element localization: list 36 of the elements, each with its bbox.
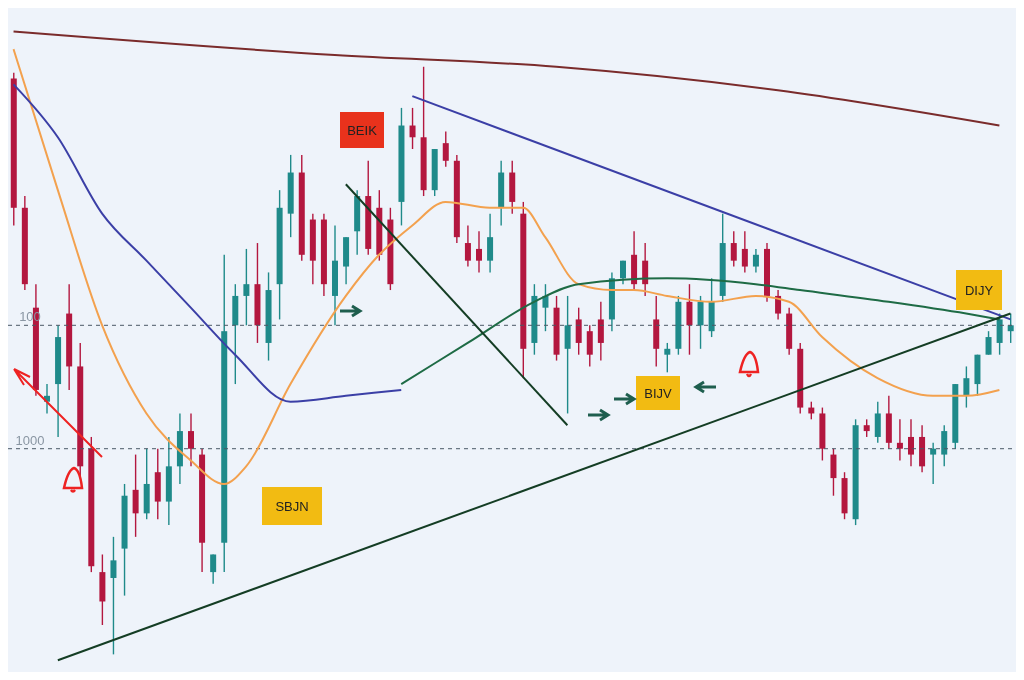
candlestick — [908, 418, 914, 468]
candlestick — [210, 553, 217, 585]
candlestick — [697, 295, 704, 350]
candlestick — [730, 230, 737, 268]
candlestick — [442, 130, 449, 168]
candlestick — [896, 418, 903, 462]
candlestick — [1007, 312, 1014, 344]
candlestick — [775, 289, 782, 321]
candlestick — [487, 212, 494, 274]
candlestick — [575, 306, 582, 356]
candlestick — [930, 442, 937, 485]
candlestick — [542, 283, 549, 332]
candlestick — [830, 448, 837, 497]
annotation: DIJY — [956, 270, 1002, 310]
candlestick — [963, 365, 970, 409]
candlestick — [752, 248, 759, 274]
candlestick — [464, 224, 471, 268]
annotation: SBJN — [262, 487, 322, 525]
candlestick — [409, 107, 416, 150]
candlestick — [941, 424, 948, 468]
candlestick — [741, 230, 748, 274]
candlestick — [243, 248, 250, 327]
candlestick — [188, 412, 194, 468]
annotation: BIJV — [636, 376, 680, 410]
candlestick — [476, 230, 482, 274]
annotation: BEIK — [340, 112, 384, 148]
candlestick — [985, 330, 992, 356]
candlestick — [564, 295, 571, 415]
candlestick — [664, 342, 671, 374]
candlestick — [586, 324, 593, 368]
annotation: 1000 — [14, 432, 46, 448]
candlestick — [686, 283, 693, 356]
candlestick — [132, 453, 139, 538]
candlestick — [110, 536, 117, 656]
candlestick — [597, 301, 604, 362]
candlestick — [874, 401, 881, 444]
